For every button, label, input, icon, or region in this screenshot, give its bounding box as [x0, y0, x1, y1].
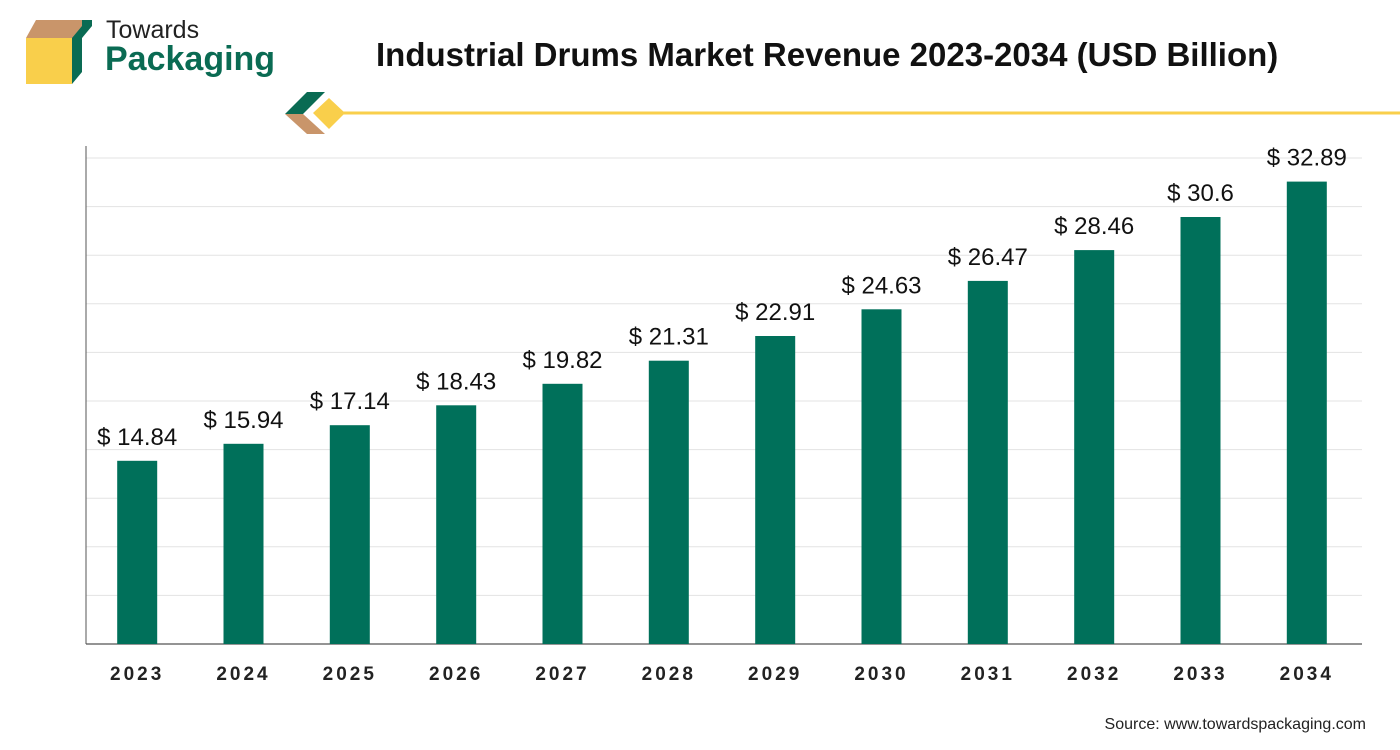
gridlines [86, 157, 1362, 596]
value-label-2027: $ 19.82 [522, 347, 602, 374]
brand-name-top: Towards [106, 16, 200, 44]
bar-2024 [223, 443, 264, 644]
x-tick-label-2026: 2026 [429, 664, 483, 685]
bar-2030 [861, 309, 902, 644]
divider-diamond-yellow [313, 98, 345, 129]
x-tick-label-2034: 2034 [1280, 664, 1334, 685]
bars [117, 181, 1327, 644]
bar-2026 [436, 405, 477, 644]
value-label-2033: $ 30.6 [1167, 180, 1234, 207]
bar-2028 [648, 360, 689, 644]
value-labels: $ 14.84 $ 15.94 $ 17.14 $ 18.43 $ 19.82 $ 21.… [97, 145, 1347, 451]
bar-2031 [967, 280, 1008, 644]
x-tick-label-2032: 2032 [1067, 664, 1121, 685]
value-label-2030: $ 24.63 [841, 272, 921, 299]
brand-logo: Towards Packaging [26, 16, 296, 86]
bar-2027 [542, 383, 583, 644]
x-tick-label-2027: 2027 [535, 664, 589, 685]
x-tick-label-2028: 2028 [642, 664, 696, 685]
divider-line [343, 111, 1400, 115]
value-label-2025: $ 17.14 [310, 388, 390, 415]
title-divider [285, 92, 1400, 134]
x-tick-label-2033: 2033 [1173, 664, 1227, 685]
divider-diamond-tan [285, 114, 325, 134]
value-label-2026: $ 18.43 [416, 368, 496, 395]
brand-name-bottom: Packaging [105, 40, 276, 78]
value-label-2031: $ 26.47 [948, 244, 1028, 271]
x-tick-label-2025: 2025 [323, 664, 377, 685]
value-label-2029: $ 22.91 [735, 299, 815, 326]
bar-2032 [1074, 250, 1115, 644]
value-label-2028: $ 21.31 [629, 324, 709, 351]
x-tick-label-2024: 2024 [216, 664, 270, 685]
box-logo-icon [26, 20, 92, 84]
value-label-2023: $ 14.84 [97, 424, 177, 451]
source-note: Source: www.towardspackaging.com [1104, 716, 1366, 733]
chart-title: Industrial Drums Market Revenue 2023-203… [376, 36, 1279, 73]
bar-2034 [1286, 181, 1327, 644]
bar-2029 [755, 336, 796, 644]
value-label-2032: $ 28.46 [1054, 213, 1134, 240]
x-tick-label-2023: 2023 [110, 664, 164, 685]
value-label-2024: $ 15.94 [203, 407, 283, 434]
bar-2025 [329, 425, 370, 644]
x-tick-label-2029: 2029 [748, 664, 802, 685]
axes [85, 146, 1362, 645]
x-tick-labels: 2023 2024 2025 2026 2027 2028 2029 2030 2031 2032… [110, 664, 1334, 685]
divider-diamond-green [285, 92, 325, 114]
bar-2033 [1180, 217, 1221, 644]
x-tick-label-2030: 2030 [854, 664, 908, 685]
x-tick-label-2031: 2031 [961, 664, 1015, 685]
value-label-2034: $ 32.89 [1267, 145, 1347, 172]
bar-2023 [117, 460, 158, 644]
